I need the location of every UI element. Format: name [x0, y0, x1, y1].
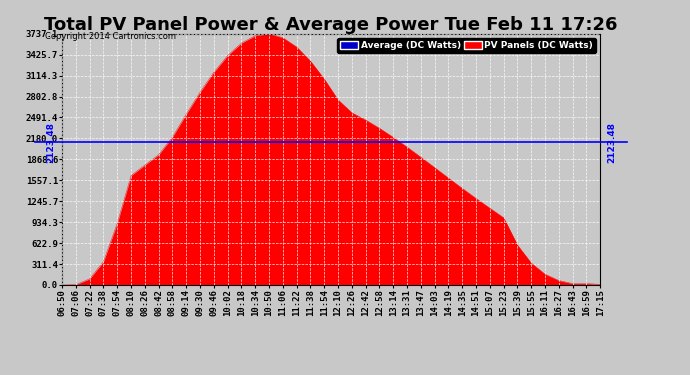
Text: Copyright 2014 Cartronics.com: Copyright 2014 Cartronics.com: [45, 32, 176, 41]
Legend: Average (DC Watts), PV Panels (DC Watts): Average (DC Watts), PV Panels (DC Watts): [337, 38, 595, 53]
Text: 2123.48: 2123.48: [607, 122, 616, 163]
Text: 2123.48: 2123.48: [46, 122, 55, 163]
Title: Total PV Panel Power & Average Power Tue Feb 11 17:26: Total PV Panel Power & Average Power Tue…: [44, 16, 618, 34]
